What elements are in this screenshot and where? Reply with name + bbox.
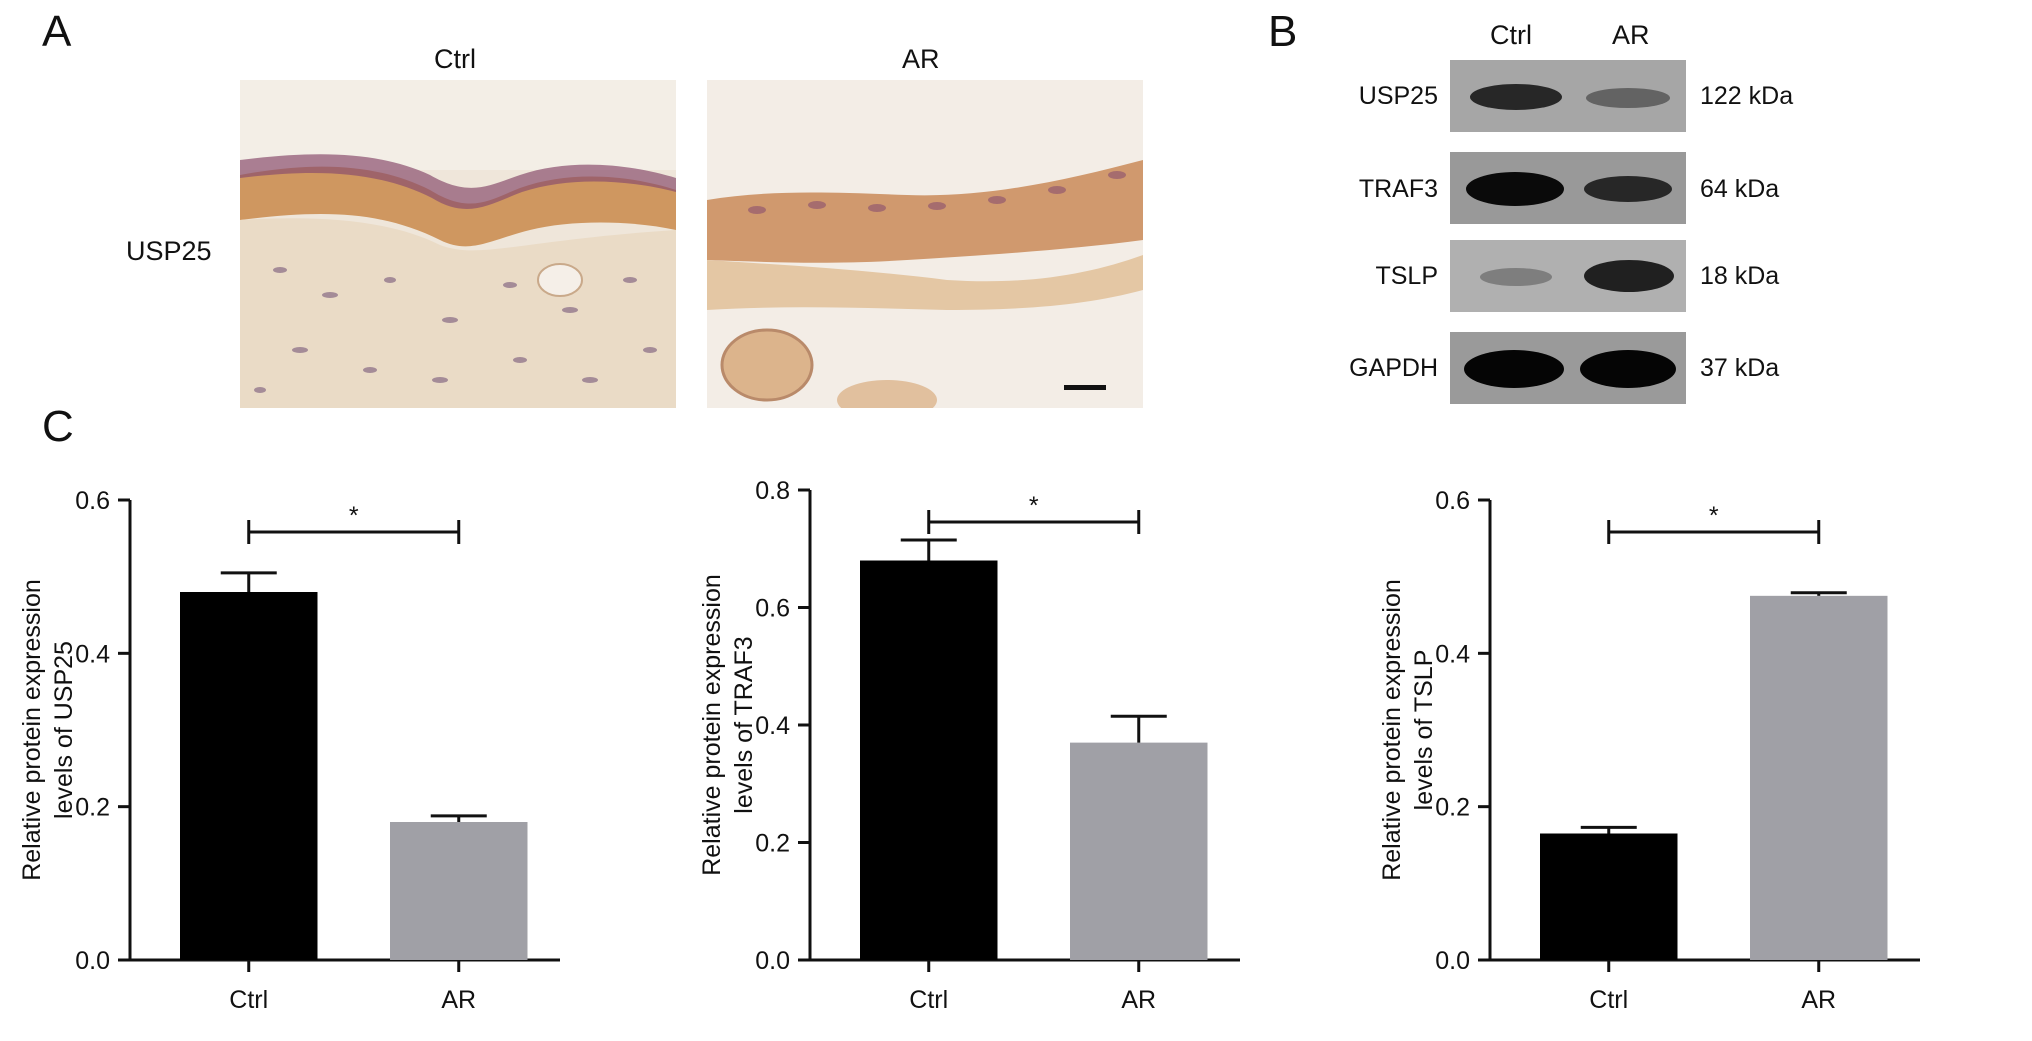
scale-bar bbox=[1064, 385, 1106, 390]
blot-band bbox=[1466, 172, 1564, 206]
x-tick-label: Ctrl bbox=[909, 986, 948, 1014]
blot-protein-label: USP25 bbox=[1358, 82, 1438, 110]
bar-chart-svg: 0.0 0.2 0.4 0.6 Relative protein expression l… bbox=[1378, 487, 1920, 1014]
x-tick-label: Ctrl bbox=[229, 986, 268, 1014]
y-axis-label: Relative protein expression levels of USP… bbox=[18, 579, 78, 881]
y-axis-label-line: levels of TSLP bbox=[1410, 650, 1438, 811]
significance-star: * bbox=[349, 502, 359, 530]
blot-protein-label: GAPDH bbox=[1349, 354, 1438, 382]
ihc-image-ctrl bbox=[240, 80, 676, 408]
blot-strip bbox=[1450, 332, 1686, 404]
y-tick-label: 0.0 bbox=[75, 947, 110, 975]
y-tick-label: 0.4 bbox=[755, 712, 790, 740]
y-axis-label-line: levels of USP25 bbox=[50, 641, 78, 819]
y-tick-label: 0.6 bbox=[1435, 487, 1470, 515]
y-axis-label-line: Relative protein expression bbox=[18, 579, 46, 881]
bar bbox=[180, 592, 318, 960]
y-tick-label: 0.4 bbox=[1435, 640, 1470, 668]
blot-protein-label: TRAF3 bbox=[1358, 175, 1438, 203]
y-tick-label: 0.6 bbox=[755, 595, 790, 623]
bar bbox=[1070, 742, 1208, 960]
bar bbox=[390, 822, 528, 960]
panel-label-b: B bbox=[1268, 7, 1298, 56]
blot-kda-label: 18 kDa bbox=[1700, 262, 1780, 290]
bar-chart-usp25: 0.0 0.2 0.4 0.6 Relative protein expression l… bbox=[0, 460, 620, 1041]
x-tick-label: AR bbox=[441, 986, 476, 1014]
x-tick-label: Ctrl bbox=[1589, 986, 1628, 1014]
significance-star: * bbox=[1029, 492, 1039, 520]
panel-label-a: A bbox=[42, 7, 72, 56]
y-axis-label-line: Relative protein expression bbox=[1378, 579, 1406, 881]
y-tick-label: 0.2 bbox=[1435, 794, 1470, 822]
y-tick-label: 0.8 bbox=[755, 477, 790, 505]
y-tick-label: 0.2 bbox=[755, 830, 790, 858]
x-tick-label: AR bbox=[1121, 986, 1156, 1014]
significance-star: * bbox=[1709, 502, 1719, 530]
blot-strip bbox=[1450, 240, 1686, 312]
ihc-row-label: USP25 bbox=[126, 236, 212, 266]
bar bbox=[860, 560, 998, 960]
y-tick-label: 0.6 bbox=[75, 487, 110, 515]
y-axis-label-line: levels of TRAF3 bbox=[730, 636, 758, 813]
blot-band bbox=[1580, 350, 1676, 388]
y-tick-label: 0.0 bbox=[1435, 947, 1470, 975]
blot-kda-label: 64 kDa bbox=[1700, 175, 1780, 203]
blot-group-ctrl-label: Ctrl bbox=[1490, 20, 1532, 50]
blot-strip bbox=[1450, 60, 1686, 132]
bar bbox=[1540, 833, 1678, 960]
x-tick-label: AR bbox=[1801, 986, 1836, 1014]
blot-band bbox=[1480, 268, 1552, 286]
bar-chart-svg: 0.0 0.2 0.4 0.6 0.8 Relative protein expressi… bbox=[698, 477, 1240, 1014]
y-tick-label: 0.0 bbox=[755, 947, 790, 975]
blot-band bbox=[1464, 350, 1564, 388]
ihc-group-ar-label: AR bbox=[902, 44, 940, 74]
bar-chart-svg: 0.0 0.2 0.4 0.6 Relative protein expression l… bbox=[18, 487, 560, 1014]
blot-kda-label: 122 kDa bbox=[1700, 82, 1794, 110]
blot-band bbox=[1584, 176, 1672, 202]
ihc-group-ctrl-label: Ctrl bbox=[434, 44, 476, 74]
blot-kda-label: 37 kDa bbox=[1700, 354, 1780, 382]
blot-band bbox=[1586, 88, 1670, 108]
y-tick-label: 0.4 bbox=[75, 640, 110, 668]
y-axis-label: Relative protein expression levels of TRA… bbox=[698, 574, 758, 876]
bar-chart-tslp: 0.0 0.2 0.4 0.6 Relative protein expression l… bbox=[1360, 460, 1980, 1041]
bar-chart-traf3: 0.0 0.2 0.4 0.6 0.8 Relative protein expressi… bbox=[680, 460, 1300, 1041]
ihc-image-ar bbox=[707, 80, 1143, 408]
blot-band bbox=[1470, 84, 1562, 110]
y-axis-label: Relative protein expression levels of TSL… bbox=[1378, 579, 1438, 881]
blot-protein-label: TSLP bbox=[1375, 262, 1438, 290]
bar bbox=[1750, 595, 1888, 960]
panel-label-c: C bbox=[42, 402, 74, 451]
blot-band bbox=[1584, 260, 1674, 292]
blot-group-ar-label: AR bbox=[1612, 20, 1650, 50]
y-axis-label-line: Relative protein expression bbox=[698, 574, 726, 876]
y-tick-label: 0.2 bbox=[75, 794, 110, 822]
blot-strip bbox=[1450, 152, 1686, 224]
